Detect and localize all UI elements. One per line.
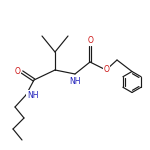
Text: NH: NH xyxy=(69,76,81,85)
Text: NH: NH xyxy=(27,90,39,99)
Text: O: O xyxy=(103,65,109,74)
Text: O: O xyxy=(88,36,93,45)
Text: O: O xyxy=(15,66,21,75)
